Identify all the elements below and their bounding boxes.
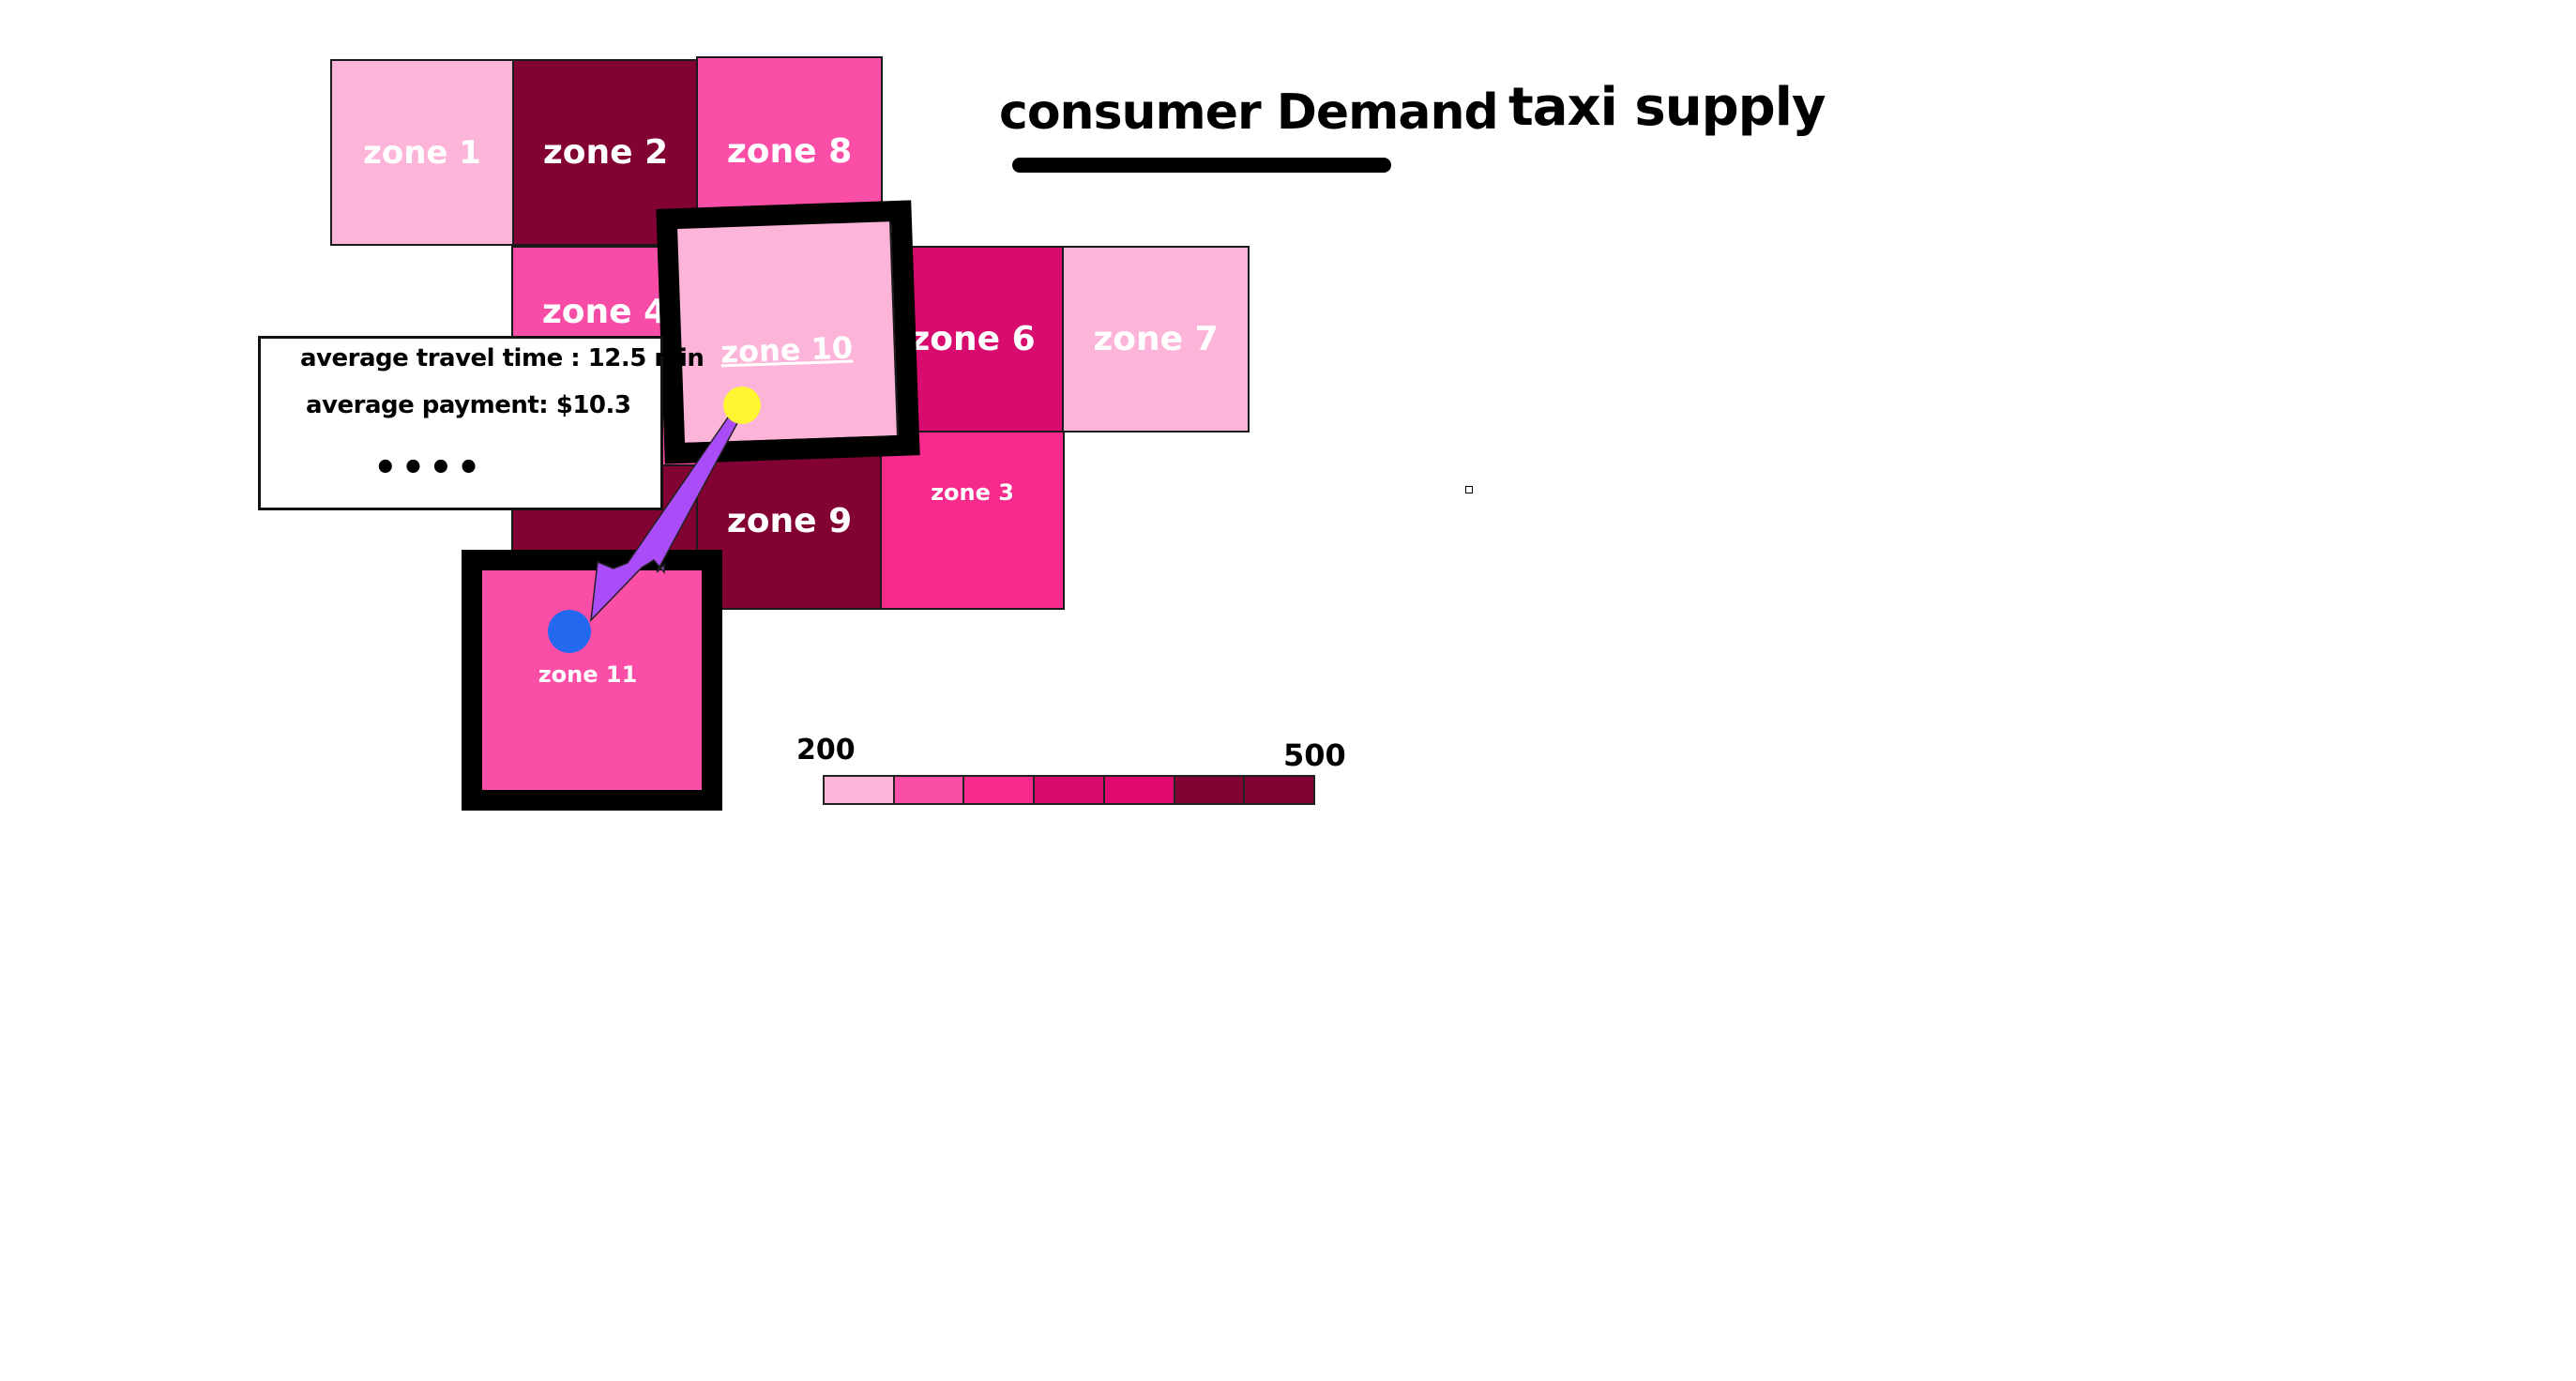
zone-stats-tooltip: average travel time : 12.5 min average p… — [258, 336, 705, 510]
zone-11-cell[interactable]: zone 11 — [471, 564, 705, 796]
zone-1-label: zone 1 — [363, 133, 481, 172]
payment-value: $10.3 — [555, 391, 631, 419]
travel-time-row: average travel time : 12.5 min — [300, 344, 705, 372]
zone-10-label: zone 10 — [720, 329, 854, 371]
zone-2-label: zone 2 — [542, 133, 669, 172]
zone-3-label: zone 3 — [931, 479, 1014, 506]
small-square-marker — [1465, 486, 1473, 493]
zone-8-cell[interactable]: zone 8 — [696, 56, 883, 246]
zone-9-cell[interactable]: zone 9 — [696, 432, 883, 610]
legend-swatch-7 — [1245, 777, 1314, 803]
zone-7-cell[interactable]: zone 7 — [1062, 246, 1250, 433]
legend-swatch-3 — [964, 777, 1036, 803]
zone-3-cell[interactable]: zone 3 — [880, 431, 1065, 610]
travel-time-value: 12.5 min — [587, 344, 705, 372]
legend-min-label: 200 — [796, 734, 856, 766]
zone-9-label: zone 9 — [726, 501, 853, 540]
zone-7-label: zone 7 — [1093, 320, 1219, 358]
zone-6-cell[interactable]: zone 6 — [882, 246, 1064, 433]
legend-swatch-5 — [1104, 777, 1175, 803]
tab-taxi-supply[interactable]: taxi supply — [1508, 77, 1826, 138]
legend-swatch-1 — [825, 777, 895, 803]
payment-label: average payment: — [306, 391, 549, 419]
more-info-dots[interactable]: •••• — [373, 447, 485, 490]
legend-swatch-2 — [894, 777, 965, 803]
tab-consumer-demand[interactable]: consumer Demand — [999, 84, 1499, 141]
zone-10-cell[interactable]: zone 10 — [673, 218, 900, 445]
zone-11-label: zone 11 — [538, 661, 638, 688]
travel-time-label: average travel time : — [300, 344, 581, 372]
legend-swatch-4 — [1035, 777, 1105, 803]
zone-8-label: zone 8 — [726, 131, 853, 171]
zone-4-label: zone 4 — [541, 293, 668, 331]
legend-max-label: 500 — [1283, 737, 1346, 773]
legend-swatch-6 — [1174, 777, 1246, 803]
zone-6-label: zone 6 — [910, 320, 1036, 358]
payment-row: average payment: $10.3 — [306, 391, 631, 419]
zone-1-cell[interactable]: zone 1 — [330, 59, 514, 246]
color-scale-legend — [823, 775, 1315, 805]
zone-2-cell[interactable]: zone 2 — [512, 59, 699, 246]
active-tab-underline — [1012, 158, 1391, 173]
